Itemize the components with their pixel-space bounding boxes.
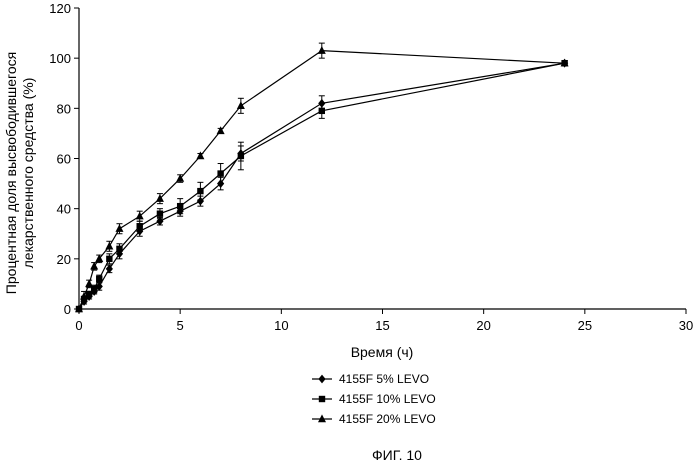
x-tick-label: 5	[177, 318, 184, 333]
data-point	[90, 261, 99, 270]
legend-entry: 4155F 5% LEVO	[312, 372, 429, 386]
data-point	[217, 170, 224, 177]
legend-label: 4155F 20% LEVO	[339, 412, 436, 426]
y-tick-label: 0	[64, 302, 71, 317]
series-3	[75, 42, 569, 313]
legend-label: 4155F 10% LEVO	[339, 392, 436, 406]
y-tick-label: 120	[49, 1, 71, 16]
data-point	[156, 210, 164, 217]
data-point	[560, 58, 569, 67]
data-point	[105, 264, 113, 274]
x-tick-label: 0	[75, 318, 82, 333]
figure-caption: ФИГ. 10	[372, 447, 422, 463]
data-point	[155, 194, 164, 202]
series-1	[75, 58, 569, 314]
legend-marker	[318, 374, 326, 384]
data-point	[106, 255, 113, 263]
x-tick-label: 10	[274, 318, 288, 333]
data-point	[90, 285, 98, 293]
data-point	[197, 187, 204, 195]
data-point	[196, 151, 205, 160]
x-tick-label: 15	[375, 318, 389, 333]
data-point	[116, 245, 123, 252]
legend-marker	[318, 395, 326, 403]
data-point	[95, 254, 104, 263]
legend-marker	[318, 414, 326, 423]
data-point	[96, 275, 103, 283]
data-point	[216, 126, 225, 135]
data-point	[318, 107, 325, 115]
y-tick-label: 60	[57, 152, 71, 167]
legend-entry: 4155F 20% LEVO	[312, 412, 436, 426]
data-point	[75, 304, 83, 313]
y-axis-title-line-1: Процентная доля высвободившегося	[3, 52, 19, 294]
x-tick-label: 30	[679, 318, 693, 333]
x-tick-label: 25	[578, 318, 592, 333]
data-point	[317, 46, 326, 54]
y-tick-label: 100	[49, 51, 71, 66]
data-point	[115, 224, 124, 232]
data-point	[136, 223, 143, 230]
data-point	[80, 291, 89, 300]
x-axis-title: Время (ч)	[351, 344, 414, 360]
data-point	[176, 202, 184, 210]
axis-ticks: 0 5 10 15 20 25 30 0 20 40 60 80 100 120	[49, 1, 693, 333]
data-point	[95, 282, 103, 291]
y-tick-label: 40	[57, 202, 71, 217]
data-point	[196, 196, 204, 206]
y-axis-title-line-2: лекарственного средства (%)	[20, 78, 36, 269]
data-series	[75, 42, 569, 314]
y-axis-title: Процентная доля высвободившегося лекарст…	[3, 52, 36, 294]
legend-entry: 4155F 10% LEVO	[312, 392, 436, 406]
data-point	[236, 101, 245, 110]
data-point	[135, 211, 144, 220]
data-point	[237, 152, 245, 160]
data-point	[105, 241, 114, 250]
data-point	[176, 173, 185, 182]
series-line	[78, 49, 565, 310]
data-point	[85, 279, 94, 288]
legend-label: 4155F 5% LEVO	[339, 372, 429, 386]
data-point	[85, 290, 93, 298]
y-tick-label: 20	[57, 252, 71, 267]
y-tick-label: 80	[57, 101, 71, 116]
x-tick-label: 20	[476, 318, 490, 333]
legend: 4155F 5% LEVO 4155F 10% LEVO 4155F 20% LEV…	[312, 372, 436, 426]
